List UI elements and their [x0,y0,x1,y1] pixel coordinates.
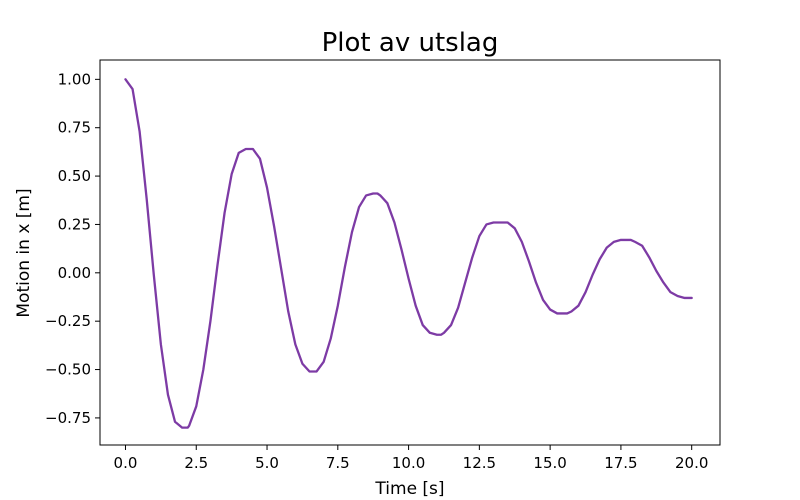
x-tick-label: 10.0 [392,454,425,472]
x-tick-label: 7.5 [326,454,350,472]
x-tick-label: 15.0 [533,454,566,472]
x-axis: 0.0 2.5 5.0 7.5 10.0 12.5 15.0 17.5 20.0 [114,445,708,472]
y-tick-label: 0.50 [58,167,91,185]
x-tick-label: 17.5 [604,454,637,472]
x-tick-label: 20.0 [675,454,708,472]
y-tick-label: 0.25 [58,215,91,233]
x-axis-label: Time [s] [374,479,444,499]
y-axis: 1.00 0.75 0.50 0.25 0.00 −0.25 −0.50 −0.75 [45,70,100,427]
y-tick-label: −0.25 [45,312,91,330]
y-tick-label: −0.75 [45,409,91,427]
y-axis-label: Motion in x [m] [14,188,34,317]
x-tick-label: 5.0 [255,454,279,472]
y-tick-label: 1.00 [58,70,91,88]
y-tick-label: 0.75 [58,119,91,137]
x-tick-label: 2.5 [184,454,208,472]
x-tick-label: 0.0 [114,454,138,472]
x-tick-label: 12.5 [463,454,496,472]
plot-frame [99,59,721,446]
y-tick-label: −0.50 [45,361,91,379]
series-line-1 [124,78,693,429]
y-tick-label: 0.00 [58,264,91,282]
chart-title: Plot av utslag [322,28,499,58]
plot-area [99,59,721,446]
